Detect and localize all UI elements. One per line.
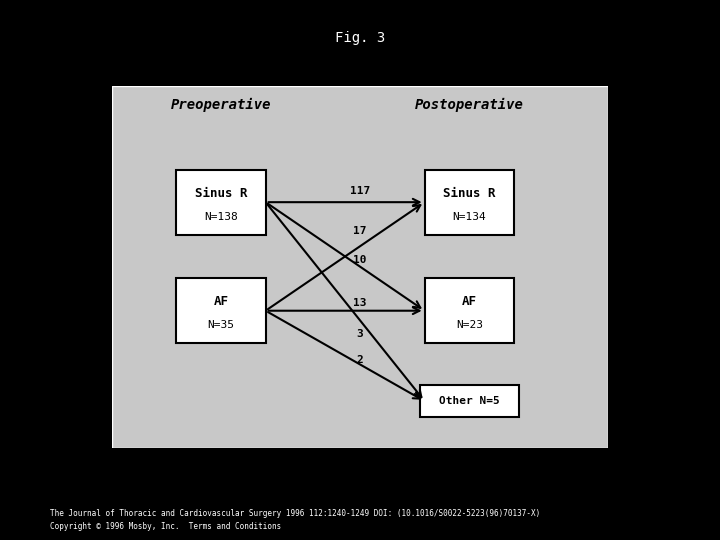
Text: AF: AF	[462, 295, 477, 308]
Text: Fig. 3: Fig. 3	[335, 31, 385, 45]
Text: Postoperative: Postoperative	[415, 97, 523, 112]
Text: N=23: N=23	[456, 320, 483, 330]
Text: N=134: N=134	[452, 212, 486, 221]
Text: 2: 2	[356, 355, 364, 365]
Text: N=138: N=138	[204, 212, 238, 221]
FancyBboxPatch shape	[176, 278, 266, 343]
Text: Preoperative: Preoperative	[171, 97, 271, 112]
Text: 13: 13	[354, 299, 366, 308]
FancyBboxPatch shape	[425, 278, 514, 343]
Text: Sinus R: Sinus R	[443, 187, 495, 200]
Text: 3: 3	[356, 329, 364, 339]
FancyBboxPatch shape	[112, 86, 608, 448]
FancyBboxPatch shape	[420, 385, 519, 417]
Text: AF: AF	[213, 295, 228, 308]
Text: 117: 117	[350, 186, 370, 197]
Text: 10: 10	[354, 255, 366, 265]
Text: N=173: N=173	[70, 252, 104, 261]
Text: N=162: N=162	[616, 252, 650, 261]
FancyBboxPatch shape	[425, 170, 514, 235]
Text: 17: 17	[354, 226, 366, 236]
FancyBboxPatch shape	[176, 170, 266, 235]
Text: Copyright © 1996 Mosby, Inc.  Terms and Conditions: Copyright © 1996 Mosby, Inc. Terms and C…	[50, 522, 282, 531]
Text: N=35: N=35	[207, 320, 235, 330]
Text: Sinus R: Sinus R	[194, 187, 247, 200]
Text: The Journal of Thoracic and Cardiovascular Surgery 1996 112:1240-1249 DOI: (10.1: The Journal of Thoracic and Cardiovascul…	[50, 509, 541, 517]
Text: Other N=5: Other N=5	[439, 396, 500, 406]
